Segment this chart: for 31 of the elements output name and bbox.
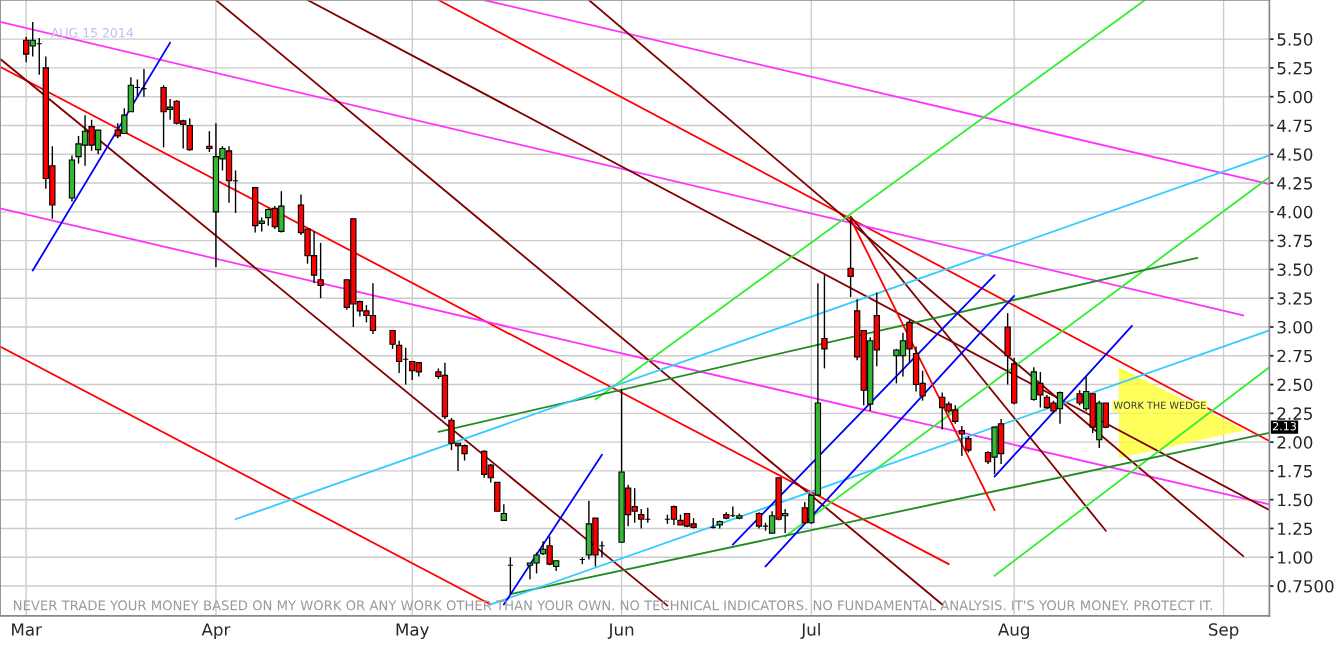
y-tick-label: 0.7500 <box>1277 580 1334 593</box>
y-tick-label: 1.00 <box>1278 551 1313 564</box>
x-tick-label: Mar <box>12 623 42 636</box>
y-tick-label: 5.50 <box>1277 33 1313 46</box>
x-tick-label: May <box>396 623 429 640</box>
y-tick-label: 4.50 <box>1277 148 1313 161</box>
x-tick-label: Aug <box>998 623 1029 640</box>
x-tick-label: Jun <box>607 623 634 639</box>
y-tick-label: 3.75 <box>1277 234 1312 248</box>
text: 2.13 <box>1272 421 1296 431</box>
y-tick-label: 1.75 <box>1278 465 1312 478</box>
y-tick-label: 1.50 <box>1278 493 1313 507</box>
y-tick-label: 4.00 <box>1277 205 1313 219</box>
y-tick-label: 2.25 <box>1277 407 1312 420</box>
annotation: WORK THE WEDGE <box>1113 401 1206 409</box>
y-tick-label: 2.00 <box>1277 436 1313 449</box>
y-tick-label: 4.25 <box>1277 177 1312 190</box>
y-tick-label: 4.75 <box>1277 119 1312 133</box>
x-tick-label: Jul <box>800 622 820 639</box>
annotation: NEVER TRADE YOUR MONEY BASED ON MY WORK OR ANY WORK OTHER THAN YOUR OWN. NO TECHNICAL INDICATORS. NO FUNDAMENTAL ANALYSIS. IT'S YOUR MONEY. PROTECT IT. <box>13 600 1213 611</box>
y-tick-label: 3.50 <box>1277 263 1313 276</box>
y-tick-label: 2.50 <box>1277 378 1313 392</box>
annotation: AUG 15 2014 <box>50 27 134 38</box>
y-tick-label: 5.00 <box>1277 90 1313 104</box>
x-tick-label: Apr <box>201 623 231 640</box>
y-tick-label: 2.75 <box>1277 349 1312 363</box>
x-tick-label: Sep <box>1208 623 1239 640</box>
y-tick-label: 3.25 <box>1277 292 1312 305</box>
y-tick-label: 1.25 <box>1278 522 1312 536</box>
y-tick-label: 3.00 <box>1277 320 1313 334</box>
y-tick-label: 5.25 <box>1277 61 1312 75</box>
